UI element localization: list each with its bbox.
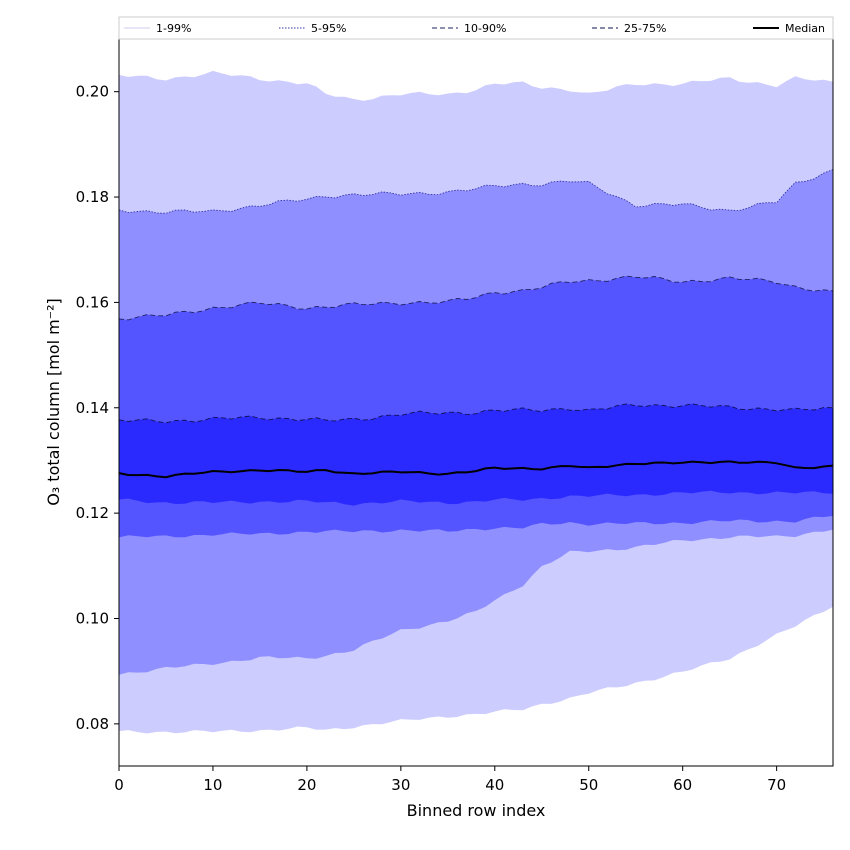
band-10-90pct-edge (119, 275, 833, 321)
x-axis: 0 10 20 30 40 50 60 70 (114, 766, 786, 794)
median-layer (119, 460, 833, 479)
x-tick-label: 50 (579, 776, 598, 794)
legend-label: 5-95% (311, 22, 346, 35)
x-tick-label: 20 (297, 776, 316, 794)
y-tick-label: 0.10 (76, 609, 109, 627)
x-tick-label: 30 (391, 776, 410, 794)
band-5-95pct-edge (119, 169, 833, 214)
y-axis: 0.08 0.10 0.12 0.14 0.16 0.18 0.20 (76, 83, 119, 733)
x-tick-label: 60 (673, 776, 692, 794)
legend: 1-99% 5-95% 10-90% 25-75% Median (118, 16, 834, 40)
x-axis-label: Binned row index (407, 801, 546, 820)
y-axis-label: O₃ total column [mol m⁻²] (44, 298, 63, 506)
x-tick-label: 10 (203, 776, 222, 794)
x-tick-label: 70 (767, 776, 786, 794)
y-tick-label: 0.16 (76, 293, 109, 311)
legend-box (118, 16, 834, 40)
legend-label: 10-90% (464, 22, 506, 35)
y-tick-label: 0.18 (76, 188, 109, 206)
band-25-75pct-fill (119, 403, 833, 506)
median-line (119, 460, 833, 479)
legend-label: Median (785, 22, 825, 35)
band-25-75pct-edge (119, 403, 833, 424)
bands-layer (119, 70, 833, 734)
y-tick-label: 0.14 (76, 399, 109, 417)
legend-label: 1-99% (156, 22, 191, 35)
y-tick-label: 0.08 (76, 715, 109, 733)
y-tick-label: 0.12 (76, 504, 109, 522)
x-tick-label: 0 (114, 776, 124, 794)
x-tick-label: 40 (485, 776, 504, 794)
y-tick-label: 0.20 (76, 83, 109, 101)
legend-label: 25-75% (624, 22, 666, 35)
